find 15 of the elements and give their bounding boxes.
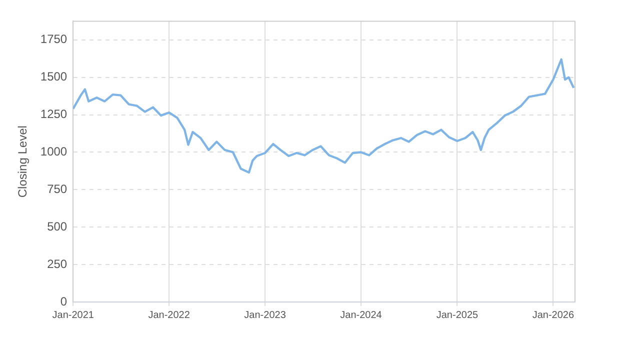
y-tick-label: 500 <box>47 219 68 234</box>
x-tick-label: Jan-2021 <box>52 310 94 321</box>
y-tick-label: 1000 <box>40 144 68 159</box>
y-tick-label: 750 <box>47 182 68 196</box>
x-tick-label: Jan-2026 <box>532 310 574 321</box>
x-tick-label: Jan-2022 <box>148 310 190 321</box>
x-tick-label: Jan-2024 <box>340 310 382 321</box>
y-tick-label: 0 <box>60 294 68 308</box>
y-tick-label: 250 <box>47 256 68 271</box>
x-tick-label: Jan-2023 <box>244 310 286 321</box>
y-tick-label: 1750 <box>40 32 68 46</box>
y-tick-label: 1250 <box>40 107 68 122</box>
x-tick-label: Jan-2025 <box>436 310 478 321</box>
y-tick-label: 1500 <box>40 70 68 84</box>
y-axis-title: Closing Level <box>16 126 30 198</box>
